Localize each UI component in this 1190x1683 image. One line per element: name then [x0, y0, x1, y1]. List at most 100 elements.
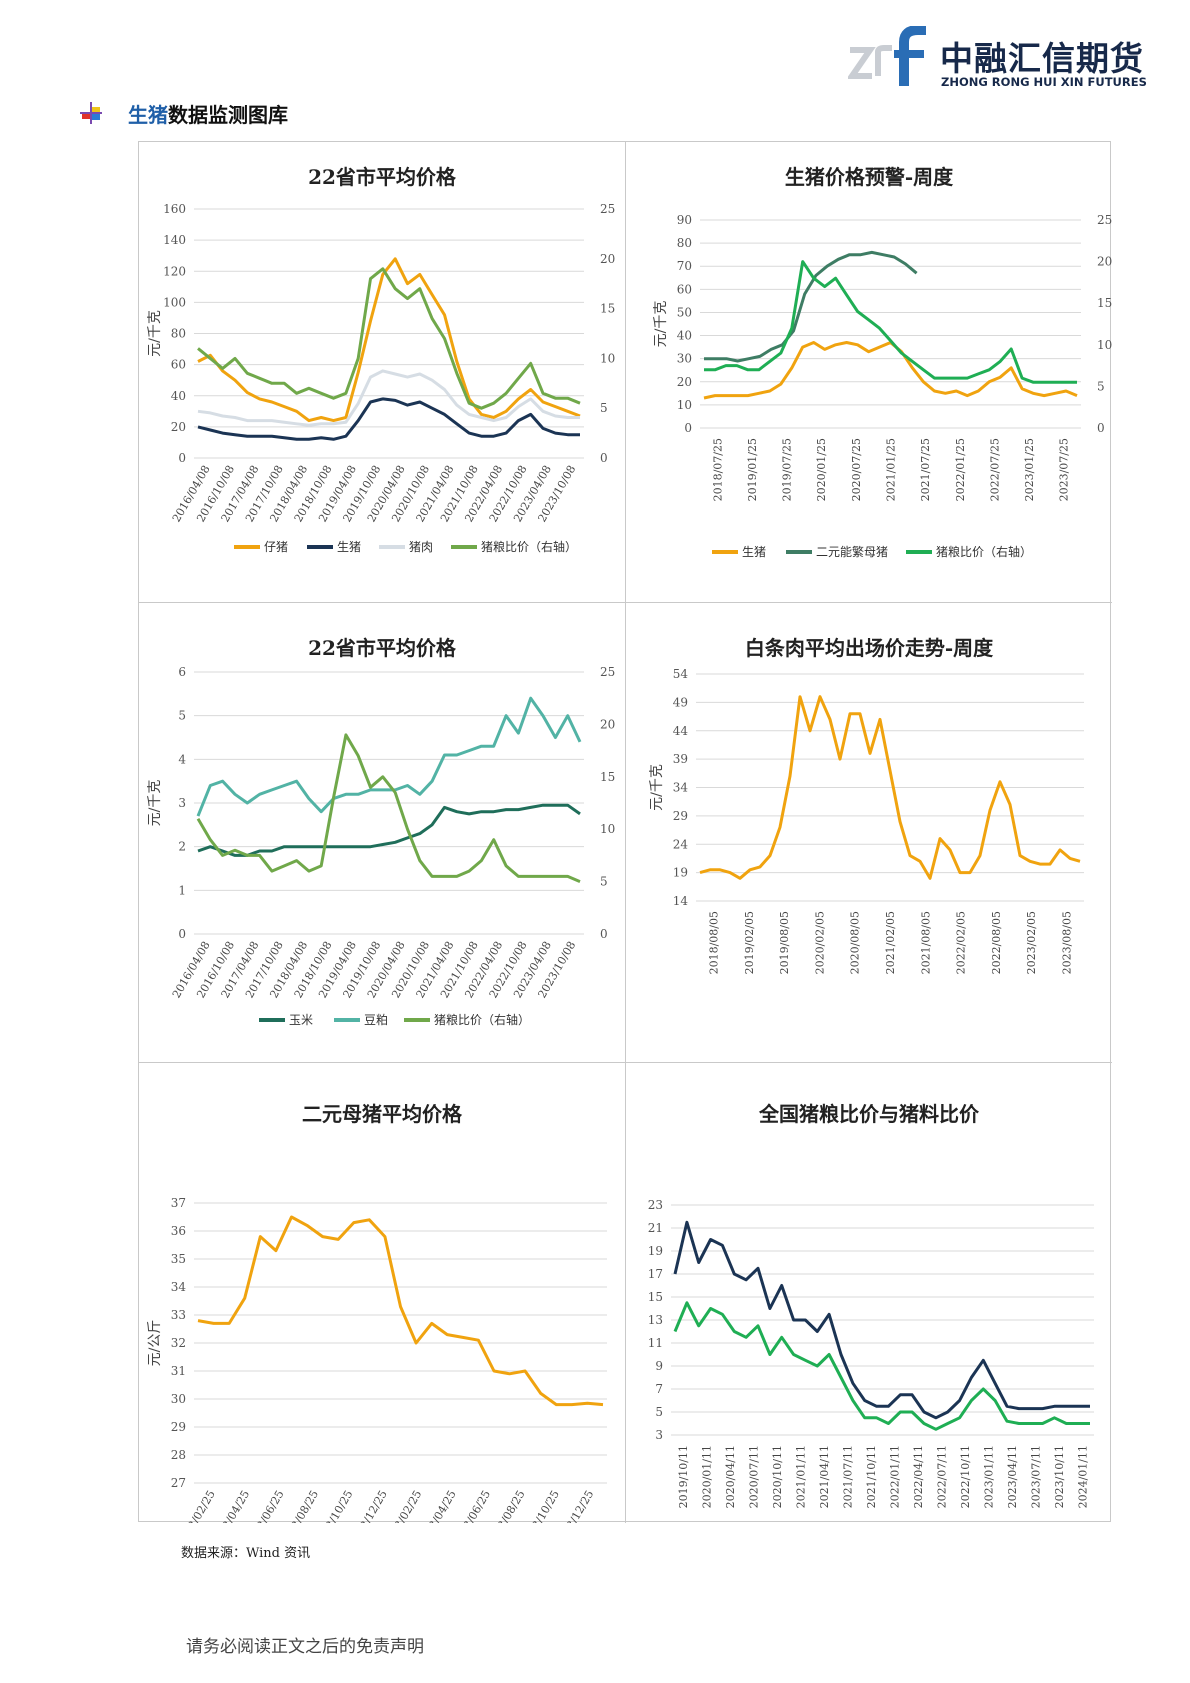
section-bullet-icon: [80, 102, 102, 124]
series-line-2: [197, 369, 580, 427]
y-axis-label: 元/公斤: [147, 1320, 163, 1367]
x-tick-label: 2023/10/11: [1053, 1445, 1066, 1508]
grid-divider-row-2: [139, 1062, 1112, 1063]
x-tick-label: 2021/04/11: [818, 1445, 831, 1508]
y2-tick-label: 5: [600, 875, 608, 889]
chart-svg-price-ratios: 全国猪粮比价与猪料比价 3 5 7 9 11 13 15 17 19 21 23 2019/10/11 2…: [648, 1102, 1094, 1508]
y-tick-label: 30: [171, 1392, 186, 1406]
y-tick-label: 21: [648, 1221, 663, 1235]
legend-label: 二元能繁母猪: [816, 544, 888, 559]
x-tick-label: 2022/10/25: [313, 1488, 356, 1523]
y-tick-label: 3: [178, 796, 186, 810]
y2-tick-label: 5: [600, 401, 608, 415]
chart-title: 生猪价格预警-周度: [785, 165, 954, 189]
logo-text-cn: 中融汇信期货: [940, 39, 1144, 78]
chart-title: 全国猪粮比价与猪料比价: [758, 1102, 980, 1126]
x-tick-label: 2022/12/25: [347, 1488, 390, 1523]
grid-divider-vertical: [625, 142, 626, 1523]
y-tick-label: 20: [677, 375, 692, 389]
y-tick-label: 27: [171, 1476, 186, 1490]
y2-tick-label: 15: [1097, 296, 1112, 310]
y-tick-label: 17: [648, 1267, 663, 1281]
y-tick-label: 34: [171, 1280, 187, 1294]
y-axis-label: 元/千克: [147, 310, 163, 357]
y-tick-label: 160: [163, 202, 186, 216]
x-tick-label: 2023/07/11: [1029, 1445, 1042, 1508]
series-line-0: [197, 803, 581, 857]
y-axis-label: 元/千克: [653, 301, 669, 348]
series-line-2: [704, 260, 1077, 384]
y-tick-label: 19: [673, 866, 688, 880]
section-title-part1: 生猪: [128, 102, 168, 127]
chart-svg-22-province-prices: 22省市平均价格 0 20 40 60 80 100 120 140 160 0 5 10 15 20 25 元…: [147, 165, 615, 554]
x-tick-label: 2018/07/25: [711, 438, 724, 501]
logo-text-en: ZHONG RONG HUI XIN FUTURES: [941, 75, 1147, 89]
y-tick-label: 0: [178, 451, 186, 465]
series-line-1: [704, 250, 918, 363]
x-tick-label: 2022/07/11: [935, 1445, 948, 1508]
chart-title: 二元母猪平均价格: [302, 1102, 463, 1126]
y-tick-label: 6: [178, 665, 186, 679]
y2-tick-label: 25: [1097, 213, 1112, 227]
x-tick-label: 2020/02/05: [813, 911, 826, 974]
y2-tick-label: 25: [600, 665, 615, 679]
y-tick-label: 1: [178, 883, 186, 897]
y-tick-label: 29: [171, 1420, 186, 1434]
x-tick-label: 2023/07/25: [1058, 438, 1071, 501]
y-tick-label: 40: [171, 389, 186, 403]
y-tick-label: 140: [163, 233, 186, 247]
y-tick-label: 19: [648, 1244, 663, 1258]
y-tick-label: 29: [673, 809, 688, 823]
chart-panel-carcass-price: 白条肉平均出场价走势-周度 14 19 24 29 34 39 44 49 54 元/千克 2018/…: [626, 603, 1112, 1063]
x-tick-label: 2020/04/11: [724, 1445, 737, 1508]
x-tick-label: 2024/01/11: [1076, 1445, 1089, 1508]
x-tick-label: 2019/08/05: [778, 911, 791, 974]
y2-tick-label: 15: [600, 302, 615, 316]
chart-panel-22-province-prices: 22省市平均价格 0 20 40 60 80 100 120 140 160 0 5 10 15 20 25 元…: [139, 142, 625, 602]
y2-tick-label: 0: [600, 927, 608, 941]
y-tick-label: 34: [673, 781, 689, 795]
y2-tick-label: 15: [600, 770, 615, 784]
y-tick-label: 120: [163, 264, 186, 278]
y-tick-label: 0: [684, 421, 692, 435]
legend-label: 猪粮比价（右轴）: [434, 1012, 530, 1027]
y-axis-label: 元/千克: [147, 780, 163, 827]
x-tick-label: 2020/10/11: [771, 1445, 784, 1508]
x-tick-label: 2021/01/11: [794, 1445, 807, 1508]
y-tick-label: 28: [171, 1448, 186, 1462]
x-tick-label: 2021/07/25: [919, 438, 932, 501]
y-tick-label: 5: [655, 1405, 663, 1419]
legend-label: 生猪: [742, 545, 766, 559]
y-tick-label: 80: [171, 327, 186, 341]
y-tick-label: 9: [655, 1359, 663, 1373]
y-tick-label: 15: [648, 1290, 663, 1304]
y-tick-label: 44: [673, 724, 689, 738]
chart-panel-sow-price: 二元母猪平均价格 27 28 29 30 31 32 33 34 35 36 37 元/公斤 2022/0…: [139, 1063, 625, 1523]
y-tick-label: 39: [673, 752, 688, 766]
chart-svg-feed-prices: 22省市平均价格01234560510152025元/千克2016/04/082…: [147, 636, 615, 1027]
x-tick-label: 2022/01/25: [954, 438, 967, 501]
x-tick-label: 2022/08/05: [990, 911, 1003, 974]
x-tick-label: 2019/01/25: [746, 438, 759, 501]
brand-logo: 中融汇信期货 ZHONG RONG HUI XIN FUTURES: [848, 26, 1147, 90]
x-tick-label: 2023/01/11: [982, 1445, 995, 1508]
x-tick-label: 2020/01/11: [700, 1445, 713, 1508]
series-line-0: [197, 257, 581, 423]
y-tick-label: 23: [648, 1198, 663, 1212]
x-tick-label: 2022/06/25: [244, 1488, 287, 1523]
series-line-0: [673, 1220, 1090, 1420]
x-tick-label: 2020/08/05: [849, 911, 862, 974]
y-tick-label: 37: [171, 1196, 186, 1210]
y-tick-label: 11: [648, 1336, 663, 1350]
x-tick-label: 2022/07/25: [988, 438, 1001, 501]
series-line-1: [673, 1301, 1090, 1431]
y-tick-label: 31: [171, 1364, 186, 1378]
legend-label: 仔猪: [264, 540, 288, 554]
y-tick-label: 2: [178, 840, 186, 854]
x-tick-label: 2023/02/05: [1025, 911, 1038, 974]
y2-tick-label: 20: [1097, 255, 1112, 269]
chart-svg-hog-price-warning: 生猪价格预警-周度 0 10 20 30 40 50 60 70 80 90 0 5 10 15 20 25 元/…: [653, 165, 1112, 559]
x-tick-label: 2020/07/11: [747, 1445, 760, 1508]
x-tick-label: 2019/10/11: [677, 1445, 690, 1508]
section-title-part2: 数据监测图库: [168, 102, 288, 127]
